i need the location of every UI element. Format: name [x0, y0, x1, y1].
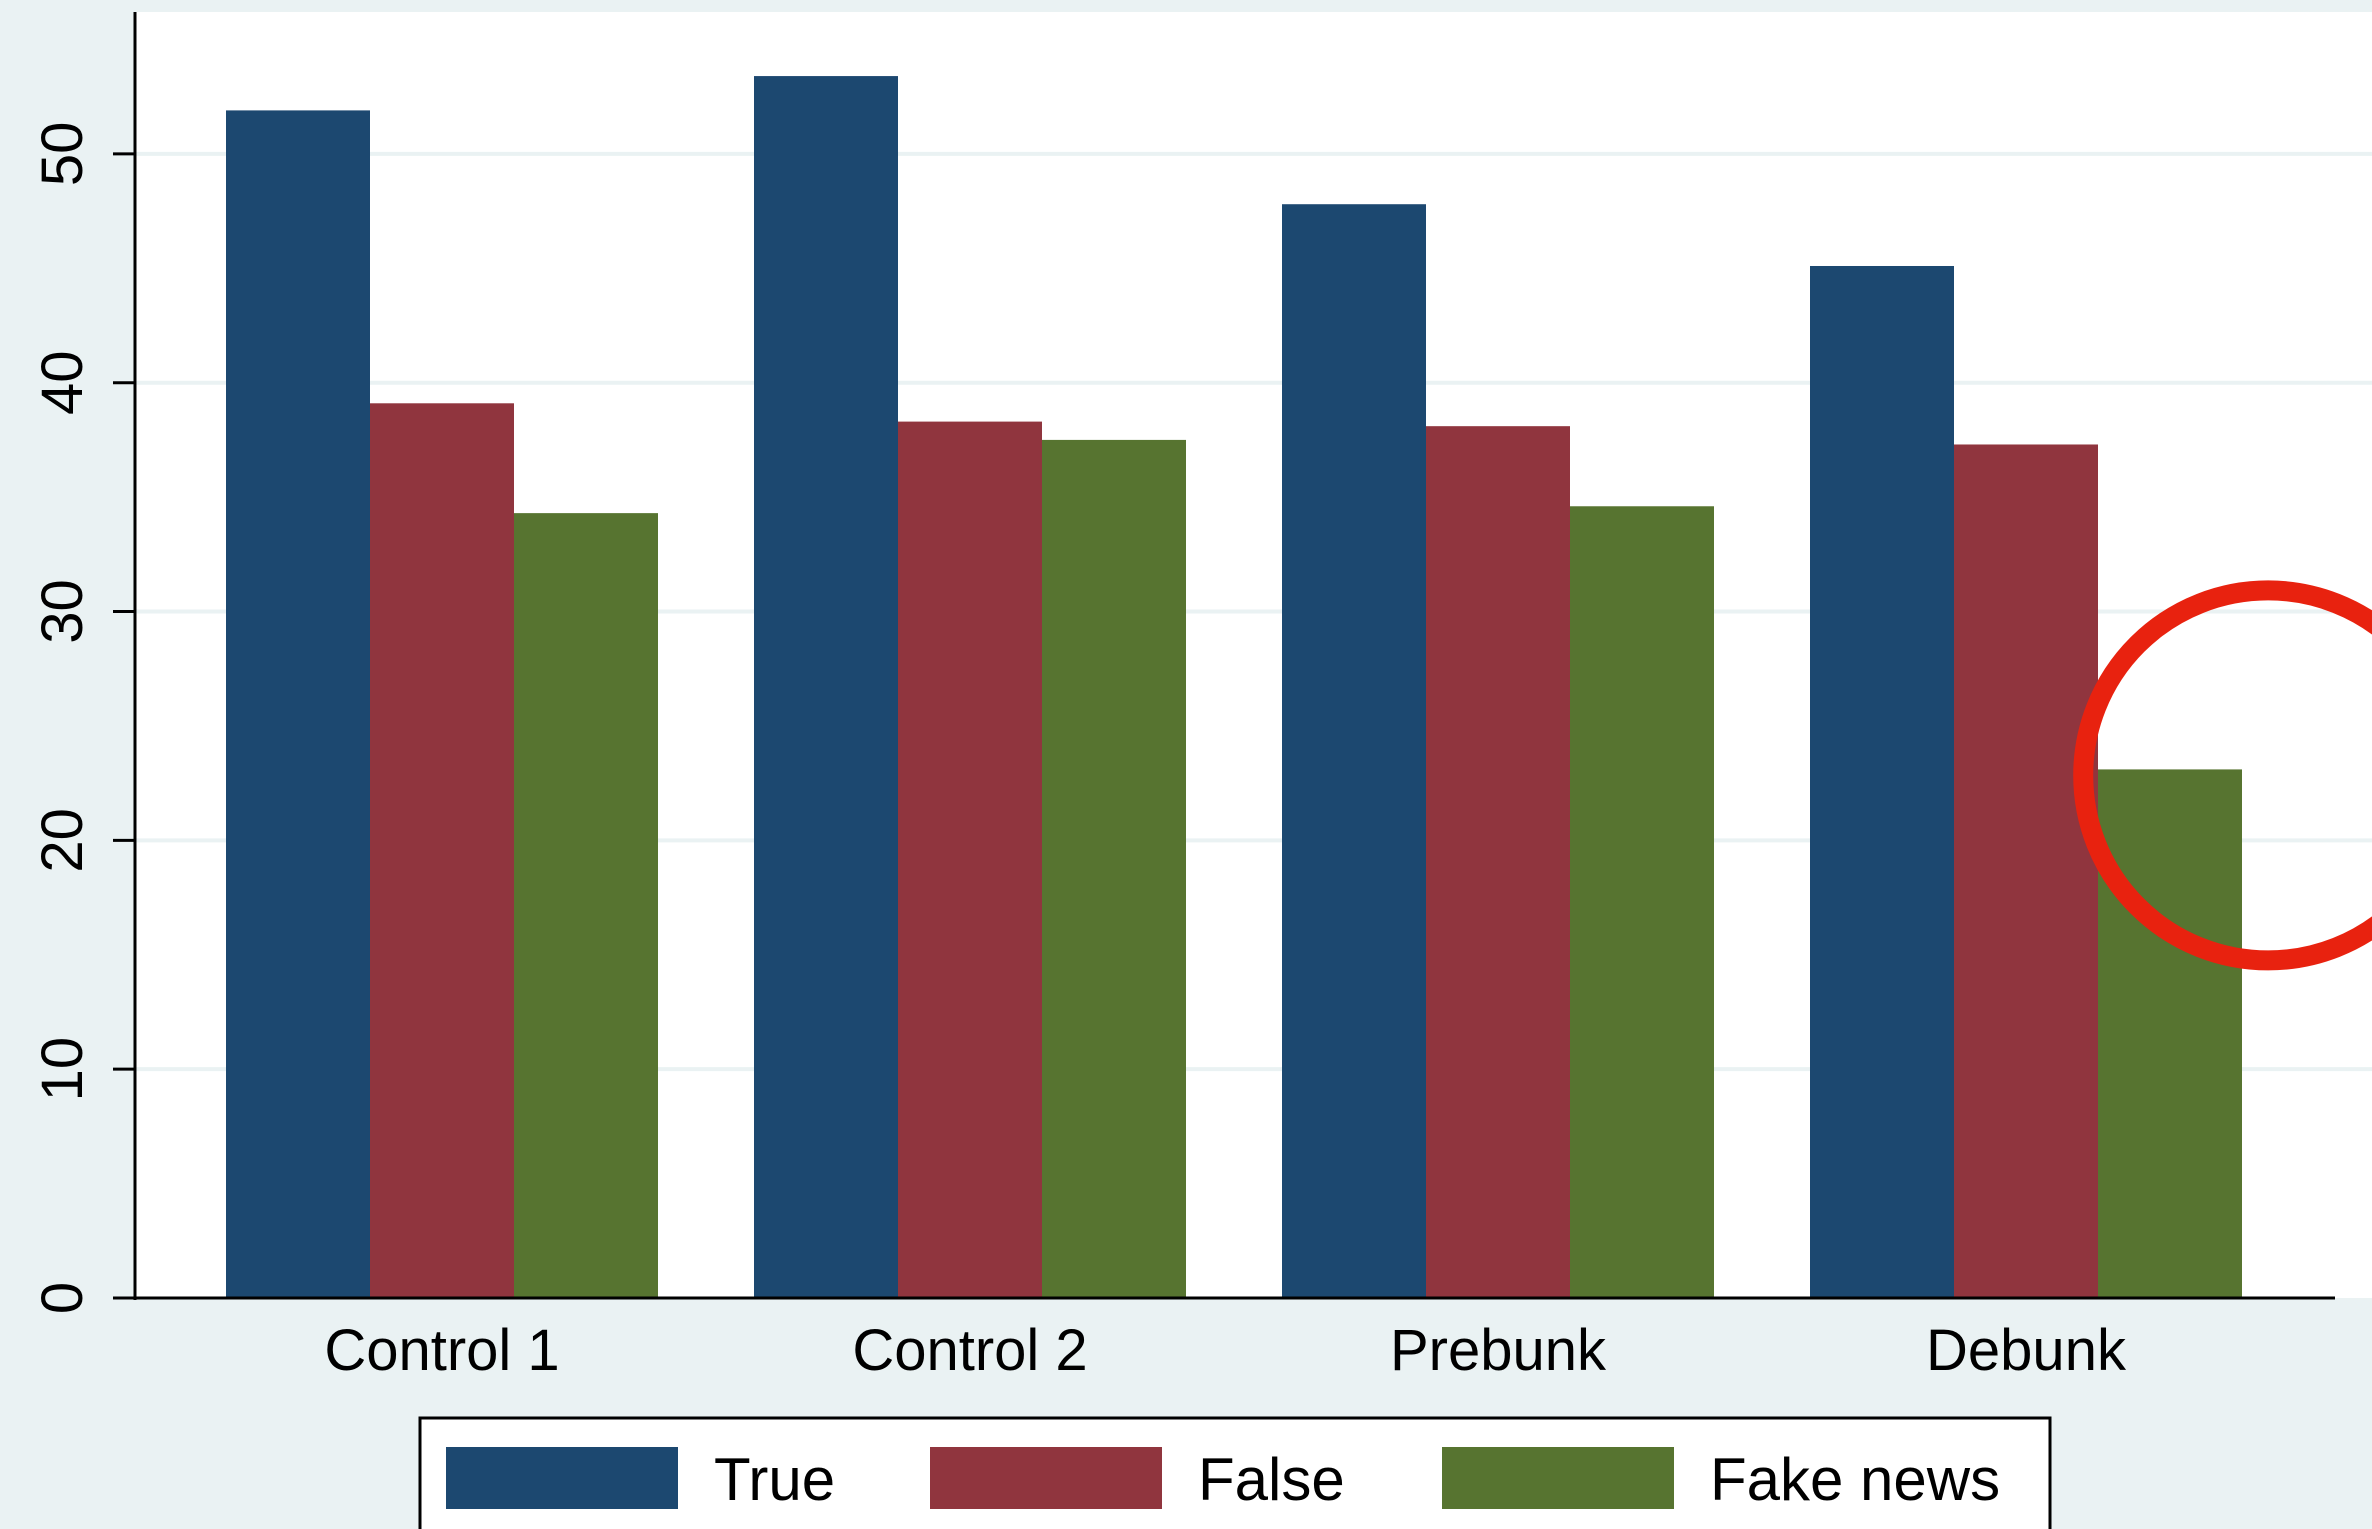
bars — [226, 76, 2242, 1299]
legend-swatch — [930, 1447, 1162, 1509]
axes — [113, 12, 2335, 1300]
legend-swatch — [446, 1447, 678, 1509]
bar-debunk-fake-news — [2098, 769, 2242, 1298]
y-tick-label: 40 — [30, 350, 95, 415]
x-category-label: Control 2 — [852, 1318, 1087, 1383]
y-tick-label: 50 — [30, 122, 95, 187]
x-category-labels: Control 1 Control 2 Prebunk Debunk — [324, 1318, 2127, 1383]
y-tick-labels: 0 10 20 30 40 50 — [30, 122, 95, 1315]
bar-prebunk-fake-news — [1570, 506, 1714, 1299]
bar-prebunk-true — [1282, 204, 1426, 1299]
x-category-label: Debunk — [1926, 1318, 2127, 1383]
bar-debunk-true — [1810, 265, 1954, 1298]
x-category-label: Control 1 — [324, 1318, 559, 1383]
bar-control-1-true — [226, 110, 370, 1298]
x-category-label: Prebunk — [1390, 1318, 1607, 1383]
y-tick-label: 30 — [30, 579, 95, 644]
y-tick-label: 20 — [30, 808, 95, 873]
bar-control-2-fake-news — [1042, 439, 1186, 1298]
annotations — [2073, 580, 2372, 971]
bar-debunk-false — [1954, 444, 2098, 1298]
bar-prebunk-false — [1426, 426, 1570, 1298]
legend-swatch — [1442, 1447, 1674, 1509]
legend: True False Fake news — [418, 1416, 2052, 1529]
legend-label: Fake news — [1710, 1446, 2000, 1513]
bar-control-1-fake-news — [514, 513, 658, 1298]
legend-label: False — [1198, 1446, 1345, 1513]
legend-label: True — [714, 1446, 835, 1513]
legend-box — [418, 1416, 2052, 1529]
bar-control-2-false — [898, 421, 1042, 1298]
bar-control-2-true — [754, 76, 898, 1299]
y-tick-label: 10 — [30, 1037, 95, 1102]
highlight-circle — [2073, 580, 2372, 971]
bar-control-1-false — [370, 403, 514, 1298]
y-tick-label: 0 — [30, 1282, 95, 1314]
